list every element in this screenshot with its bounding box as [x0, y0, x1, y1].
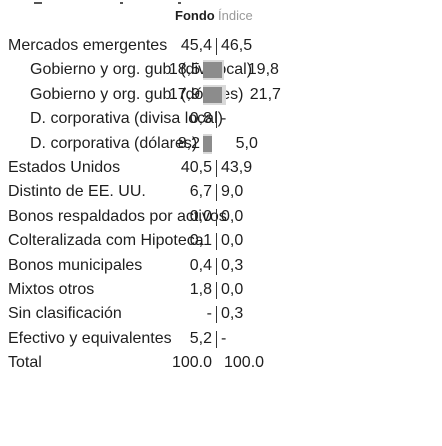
row-label: Estados Unidos — [8, 159, 121, 176]
fund-value: 8,2 — [177, 134, 200, 152]
separator — [216, 208, 217, 226]
decoration — [34, 2, 42, 4]
total-index: 100.0 — [224, 354, 265, 372]
row-label: Efectivo y equivalentes — [8, 329, 172, 347]
row-label: Bonos municipales — [8, 256, 143, 274]
index-value: - — [221, 110, 227, 128]
total-fund: 100.0 — [171, 354, 212, 372]
separator — [216, 184, 217, 202]
fund-value: 18,5 — [168, 61, 200, 79]
separator — [216, 282, 217, 299]
row-label: Colteralizada com Hipoteca — [8, 232, 204, 250]
index-value: 0,0 — [221, 281, 244, 298]
fund-value: 5,2 — [189, 329, 212, 347]
separator — [216, 257, 217, 275]
index-value: 19,8 — [247, 61, 279, 79]
row-label: Mercados emergentes — [8, 37, 168, 54]
row-label: Sin clasificación — [8, 305, 122, 323]
row-label: Bonos respaldados por activos — [8, 207, 227, 225]
index-value: 0,3 — [221, 305, 244, 323]
header-fund: Fondo — [175, 8, 215, 23]
fund-bar — [203, 62, 223, 79]
fund-value: 0,1 — [189, 232, 212, 250]
fund-value: 0,4 — [189, 256, 212, 274]
header-index: Índice — [218, 8, 253, 23]
separator — [216, 160, 217, 177]
index-value: 0,0 — [221, 232, 244, 250]
fund-value: - — [206, 305, 212, 323]
fund-value: 1,8 — [189, 281, 212, 298]
separator — [216, 306, 217, 324]
separator — [216, 233, 217, 251]
decoration — [178, 2, 181, 4]
index-value: 9,0 — [221, 183, 244, 201]
fund-value: 0,0 — [189, 207, 212, 225]
fund-value: 40,5 — [180, 159, 212, 176]
fund-value: 6,7 — [189, 183, 212, 201]
sub-row-label: Gobierno y org. gub. (div. local) — [30, 61, 253, 79]
fund-bar — [203, 86, 222, 103]
row-label: Distinto de EE. UU. — [8, 183, 146, 201]
fund-value: 17,9 — [168, 85, 200, 103]
separator — [216, 38, 217, 55]
index-value: - — [221, 329, 227, 347]
fund-value: 0,8 — [189, 110, 212, 128]
index-value: 5,0 — [235, 134, 258, 152]
separator — [216, 111, 217, 129]
fund-value: 45,4 — [180, 37, 212, 54]
index-value: 46,5 — [221, 37, 253, 54]
index-value: 0,0 — [221, 207, 244, 225]
sub-row-label: D. corporativa (dólares) — [30, 134, 198, 152]
fund-bar — [203, 135, 212, 152]
total-label: Total — [8, 354, 42, 372]
row-label: Mixtos otros — [8, 281, 95, 298]
sub-row-label: Gobierno y org. gub. (dólares) — [30, 85, 244, 103]
separator — [216, 330, 217, 348]
index-value: 0,3 — [221, 256, 244, 274]
decoration — [120, 2, 123, 4]
index-value: 21,7 — [249, 85, 281, 103]
index-value: 43,9 — [221, 159, 253, 176]
sub-row-label: D. corporativa (divisa local) — [30, 110, 223, 128]
